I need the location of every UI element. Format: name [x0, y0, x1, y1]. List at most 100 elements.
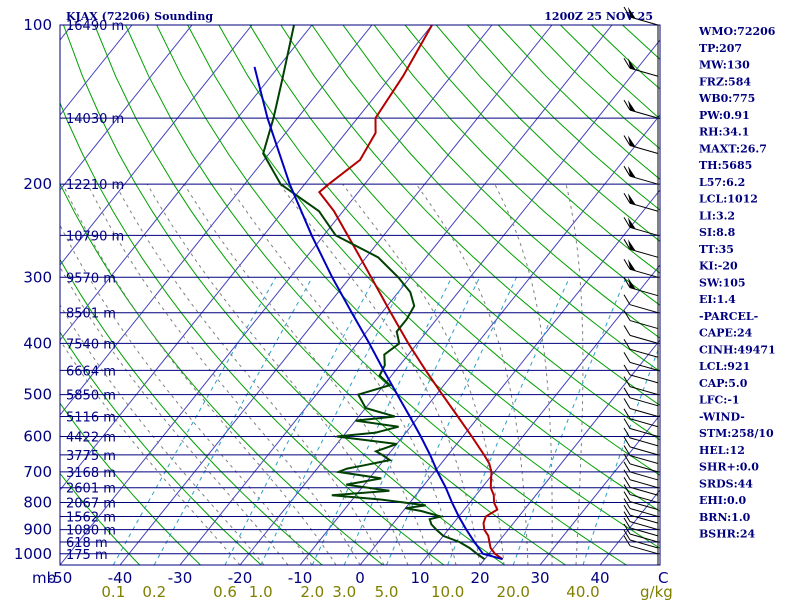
mixing-ratio-line — [224, 277, 376, 565]
dry-adiabat-line — [311, 25, 660, 373]
wind-barb — [623, 57, 659, 77]
height-label: 10790 m — [66, 229, 124, 244]
stability-index-entry: LI:3.2 — [699, 209, 735, 222]
mixing-ratio-tick-label: 2.0 — [300, 583, 324, 600]
mixing-ratio-tick-label: 0.6 — [213, 583, 237, 600]
stability-index-entry: SRDS:44 — [699, 477, 753, 490]
height-label: 2601 m — [66, 482, 116, 497]
moist-adiabat-line — [87, 183, 361, 565]
stability-index-entry: CAP:5.0 — [699, 377, 748, 390]
height-label: 9570 m — [66, 271, 116, 286]
height-label: 618 m — [66, 536, 108, 551]
height-label: 7540 m — [66, 337, 116, 352]
stability-index-entry: MAXT:26.7 — [699, 142, 767, 155]
wind-barb — [623, 469, 659, 489]
stability-index-entry: LFC:-1 — [699, 394, 740, 407]
wind-barb — [623, 498, 659, 517]
mixing-ratio-line — [153, 277, 313, 565]
wind-barb — [623, 529, 659, 549]
mixing-ratio-tick-label: 40.0 — [566, 583, 599, 600]
temperature-tick-label: 30 — [530, 569, 549, 587]
stability-index-entry: WMO:72206 — [698, 25, 776, 38]
stability-index-entry: LCL:1012 — [699, 193, 758, 206]
wind-barb — [623, 352, 659, 371]
moist-adiabat-line — [183, 183, 433, 565]
moist-adiabat-line — [146, 183, 409, 565]
moist-adiabat-line — [227, 183, 457, 565]
wind-barb — [623, 461, 659, 481]
height-label: 8501 m — [66, 307, 116, 322]
chart-series — [253, 25, 504, 561]
chart-datetime: 1200Z 25 NOV 25 — [544, 10, 653, 23]
stability-index-entry: SI:8.8 — [699, 226, 736, 239]
temperature-tick-label: 40 — [590, 569, 609, 587]
height-label: 5116 m — [66, 411, 116, 426]
temperature-profile-line — [317, 25, 504, 561]
temperature-tick-label: -20 — [228, 569, 253, 587]
dry-adiabat-line — [60, 331, 262, 565]
dry-adiabat-line — [249, 25, 660, 441]
pressure-unit-label: mb — [32, 569, 56, 587]
pressure-tick-label: 800 — [23, 494, 52, 512]
wind-barb — [623, 310, 659, 330]
stability-index-entry: BRN:1.0 — [699, 511, 751, 524]
isotherm-line — [60, 25, 313, 341]
wind-barb — [623, 535, 659, 555]
pressure-tick-label: 100 — [23, 16, 52, 34]
wind-barb — [623, 504, 659, 524]
height-label: 3168 m — [66, 466, 116, 481]
wind-barb — [623, 239, 659, 258]
wind-barb — [623, 445, 659, 465]
mixing-ratio-tick-label: 3.0 — [332, 583, 356, 600]
moist-adiabat-line — [415, 183, 529, 565]
moist-adiabat-line — [279, 183, 481, 565]
wind-barb — [623, 427, 659, 447]
stability-index-entry: HEL:12 — [699, 444, 745, 457]
dry-adiabat-line — [60, 258, 323, 565]
moist-adiabat-line — [342, 183, 505, 565]
wind-barb — [623, 453, 659, 473]
stability-index-entry: EI:1.4 — [699, 293, 736, 306]
stability-index-entry: EHI:0.0 — [699, 494, 746, 507]
wind-barb — [623, 376, 659, 396]
height-label: 12210 m — [66, 178, 124, 193]
pressure-tick-label: 900 — [23, 521, 52, 539]
wind-barb — [623, 259, 659, 278]
pressure-tick-label: 400 — [23, 334, 52, 352]
mixing-ratio-line — [582, 343, 660, 565]
mixing-ratio-line — [112, 277, 277, 565]
dry-adiabat-line — [125, 25, 627, 565]
dry-adiabat-line — [60, 101, 445, 565]
stability-index-entry: SHR+:0.0 — [699, 461, 759, 474]
pressure-tick-label: 200 — [23, 175, 52, 193]
wind-barb — [623, 277, 659, 297]
wind-barb — [623, 491, 659, 511]
isotherm-line — [60, 25, 373, 416]
moist-adiabat-line — [60, 339, 241, 565]
wind-barb — [623, 418, 659, 437]
mixing-ratio-tick-label: 0.2 — [142, 583, 166, 600]
height-label: 6664 m — [66, 364, 116, 379]
stability-index-entry: L57:6.2 — [699, 176, 745, 189]
height-label: 1562 m — [66, 510, 116, 525]
moist-adiabat-line — [60, 303, 265, 565]
isotherm-line — [0, 25, 12, 565]
mixing-ratio-tick-label: 10.0 — [431, 583, 464, 600]
dry-adiabat-line — [342, 25, 660, 339]
temperature-unit-label: C — [658, 569, 668, 587]
stability-index-entry: MW:130 — [699, 59, 750, 72]
chart-grid — [0, 25, 660, 565]
stability-index-entry: -WIND- — [699, 410, 745, 423]
moist-adiabat-line — [60, 266, 289, 565]
temperature-tick-label: 20 — [470, 569, 489, 587]
stability-index-entry: SW:105 — [699, 276, 746, 289]
wind-barb — [623, 339, 659, 358]
dry-adiabat-line — [218, 25, 660, 476]
dry-adiabat-line — [156, 25, 660, 549]
height-label: 2067 m — [66, 497, 116, 512]
dry-adiabat-line — [280, 25, 660, 406]
mixing-ratio-line — [386, 277, 517, 565]
stability-index-entry: TT:35 — [699, 243, 734, 256]
